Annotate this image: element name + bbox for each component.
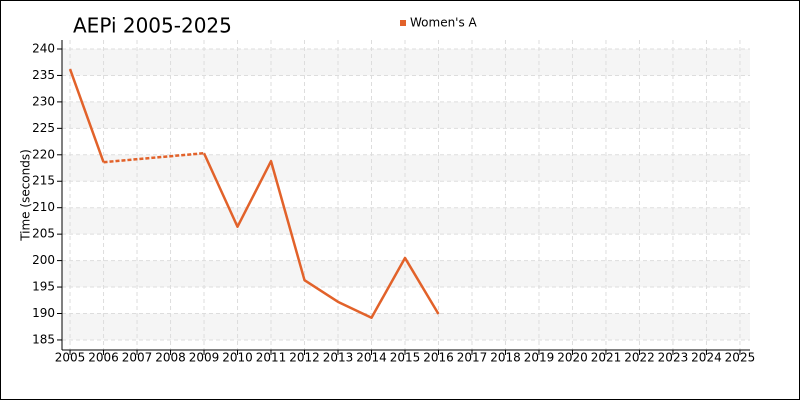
x-tick-label: 2006	[88, 351, 119, 365]
x-tick-label: 2012	[289, 351, 320, 365]
x-tick-label: 2010	[222, 351, 253, 365]
x-tick-label: 2011	[256, 351, 287, 365]
legend-label: Women's A	[410, 16, 478, 30]
x-tick-label: 2017	[457, 351, 488, 365]
y-tick-label: 225	[32, 121, 55, 135]
x-tick-label: 2016	[423, 351, 454, 365]
x-tick-label: 2009	[189, 351, 220, 365]
y-tick-label: 240	[32, 41, 55, 55]
x-tick-label: 2019	[524, 351, 555, 365]
x-tick-label: 2023	[658, 351, 689, 365]
y-tick-label: 215	[32, 174, 55, 188]
x-tick-label: 2022	[624, 351, 655, 365]
x-tick-label: 2015	[390, 351, 421, 365]
y-tick-label: 220	[32, 147, 55, 161]
y-tick-label: 205	[32, 227, 55, 241]
y-tick-label: 210	[32, 200, 55, 214]
x-tick-label: 2025	[725, 351, 756, 365]
grid-band	[62, 313, 750, 340]
x-tick-label: 2018	[490, 351, 521, 365]
x-tick-label: 2007	[122, 351, 153, 365]
y-tick-label: 190	[32, 306, 55, 320]
y-tick-label: 235	[32, 68, 55, 82]
y-tick-label: 200	[32, 253, 55, 267]
x-tick-label: 2020	[557, 351, 588, 365]
x-tick-label: 2005	[55, 351, 86, 365]
y-tick-label: 185	[32, 332, 55, 346]
x-tick-label: 2014	[356, 351, 387, 365]
y-axis-label: Time (seconds)	[19, 149, 33, 242]
grid-band	[62, 154, 750, 182]
x-tick-label: 2008	[155, 351, 186, 365]
data-line	[68, 68, 440, 319]
y-tick-label: 230	[32, 94, 55, 108]
x-tick-label: 2013	[323, 351, 354, 365]
y-tick-label: 195	[32, 280, 55, 294]
grid-band	[62, 260, 750, 288]
grid-band	[62, 207, 750, 235]
grid-band	[62, 101, 750, 129]
x-tick-label: 2021	[591, 351, 622, 365]
x-tick-label: 2024	[691, 351, 722, 365]
legend-swatch	[400, 20, 406, 26]
chart-title: AEPi 2005-2025	[73, 14, 232, 38]
grid-band	[62, 48, 750, 76]
gap-connector	[103, 151, 205, 164]
